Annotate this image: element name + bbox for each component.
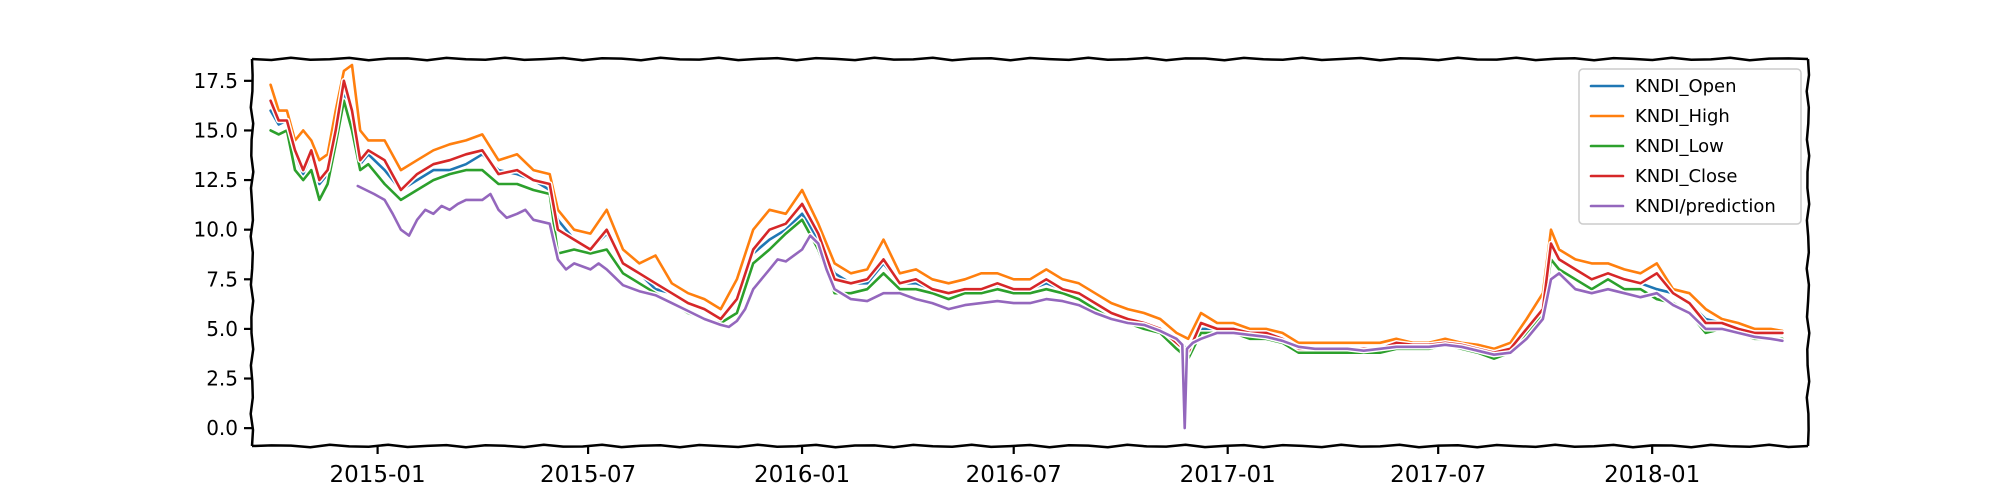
series-line-kndi-prediction bbox=[356, 184, 1784, 430]
legend-label: KNDI_Close bbox=[1635, 166, 1737, 187]
legend-label: KNDI_Open bbox=[1635, 76, 1737, 97]
x-tick-label: 2016-01 bbox=[754, 462, 850, 488]
legend-label: KNDI_Low bbox=[1635, 136, 1724, 157]
y-tick-label: 2.5 bbox=[206, 367, 238, 391]
x-tick-label: 2017-07 bbox=[1390, 462, 1486, 488]
legend-label: KNDI/prediction bbox=[1635, 196, 1776, 217]
series-layer bbox=[267, 62, 1786, 431]
x-tick-label: 2017-01 bbox=[1180, 462, 1276, 488]
axes-layer: 0.0 2.5 5.0 7.5 10.0 12.5 15.0 17.5 2015-01 2015-… bbox=[193, 69, 1700, 488]
legend-label: KNDI_High bbox=[1635, 106, 1730, 127]
x-tick-label: 2015-07 bbox=[540, 462, 636, 488]
x-tick-label: 2016-07 bbox=[966, 462, 1062, 488]
x-tick-label: 2015-01 bbox=[330, 462, 426, 488]
series-line-kndi-high bbox=[269, 63, 1784, 351]
series-line-kndi-open bbox=[269, 89, 1784, 354]
series-line-kndi-close bbox=[269, 79, 1784, 354]
series-halo-kndi-close bbox=[267, 78, 1786, 356]
y-tick-label: 17.5 bbox=[193, 69, 238, 93]
series-line-kndi-low bbox=[269, 99, 1784, 360]
series-halo-kndi-open bbox=[267, 88, 1786, 356]
y-tick-label: 10.0 bbox=[193, 218, 238, 242]
plot-frame bbox=[249, 56, 1811, 449]
x-tick-label: 2018-01 bbox=[1604, 462, 1700, 488]
legend-box bbox=[1578, 68, 1802, 225]
y-tick-label: 7.5 bbox=[206, 267, 238, 291]
plot-area bbox=[249, 56, 1811, 449]
legend: KNDI_Open KNDI_High KNDI_Low KNDI_Close KNDI… bbox=[1578, 68, 1802, 225]
y-tick-label: 15.0 bbox=[193, 118, 238, 142]
y-tick-label: 12.5 bbox=[193, 168, 238, 192]
y-tick-label: 0.0 bbox=[206, 416, 238, 440]
series-halo-kndi-low bbox=[267, 97, 1786, 362]
y-tick-label: 5.0 bbox=[206, 317, 238, 341]
